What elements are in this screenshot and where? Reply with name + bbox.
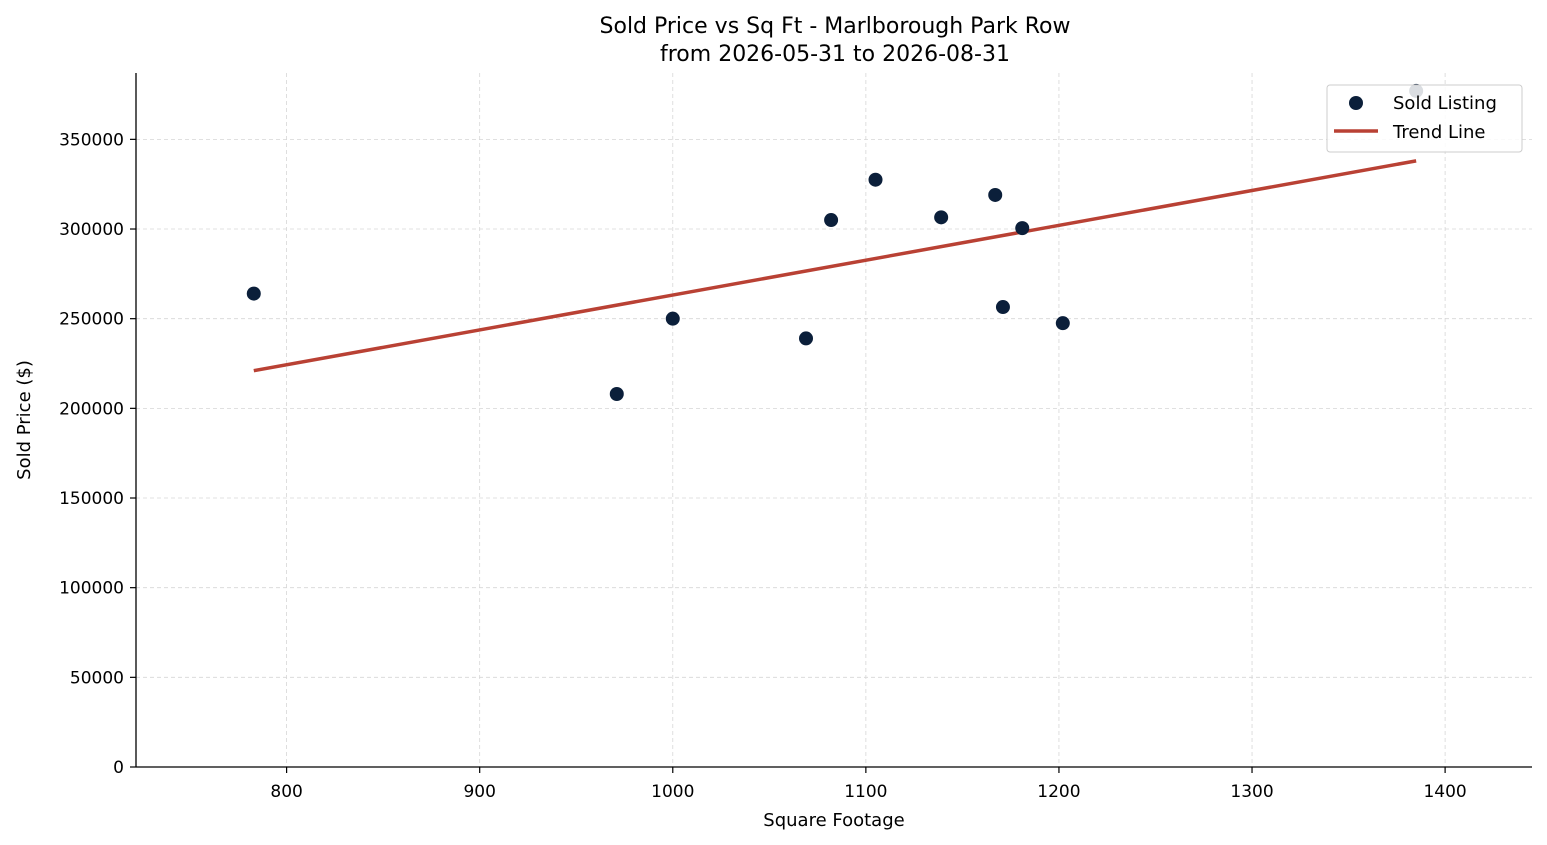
- sold-listing-point: [988, 187, 1003, 202]
- y-tick-label: 300000: [59, 220, 124, 240]
- grid-lines: [136, 73, 1532, 767]
- sold-listing-point: [824, 213, 839, 228]
- sold-listing-point: [246, 286, 261, 301]
- x-axis-label: Square Footage: [763, 810, 904, 831]
- legend-label-trend-line: Trend Line: [1392, 122, 1486, 143]
- y-tick-label: 250000: [59, 310, 124, 330]
- x-tick-label: 1100: [844, 782, 887, 802]
- y-tick-label: 100000: [59, 579, 124, 599]
- x-tick-label: 800: [270, 782, 302, 802]
- x-tick-label: 1300: [1230, 782, 1273, 802]
- y-tick-label: 0: [113, 758, 124, 778]
- legend-marker-sold-listing: [1349, 96, 1363, 110]
- y-tick-label: 350000: [59, 130, 124, 150]
- sold-listing-point: [995, 300, 1010, 315]
- legend: Sold Listing Trend Line: [1326, 84, 1523, 153]
- axis-ticks: 800 900 1000 1100 1200 1300 1400 0 50000 100000 15…: [59, 130, 1467, 802]
- sold-listing-point: [1055, 316, 1070, 331]
- chart-title: Sold Price vs Sq Ft - Marlborough Park R…: [600, 14, 1071, 39]
- sold-listing-point: [665, 311, 680, 326]
- sold-listing-point: [934, 210, 949, 225]
- sold-listing-point: [609, 386, 624, 401]
- legend-box: [1326, 84, 1523, 153]
- trend-line-layer: [253, 159, 1417, 373]
- sold-listing-point: [1015, 221, 1030, 236]
- y-tick-label: 200000: [59, 399, 124, 419]
- legend-label-sold-listing: Sold Listing: [1393, 93, 1497, 114]
- trend-line: [253, 159, 1417, 373]
- x-tick-label: 1200: [1037, 782, 1080, 802]
- chart-subtitle: from 2026-05-31 to 2026-08-31: [660, 42, 1010, 67]
- scatter-points-layer: [246, 83, 1424, 401]
- sold-listing-point: [799, 331, 814, 346]
- y-tick-label: 50000: [70, 668, 124, 688]
- y-tick-label: 150000: [59, 489, 124, 509]
- x-tick-label: 1400: [1423, 782, 1466, 802]
- x-tick-label: 1000: [651, 782, 694, 802]
- x-tick-label: 900: [463, 782, 495, 802]
- sold-listing-point: [868, 172, 883, 187]
- y-axis-label: Sold Price ($): [14, 360, 35, 480]
